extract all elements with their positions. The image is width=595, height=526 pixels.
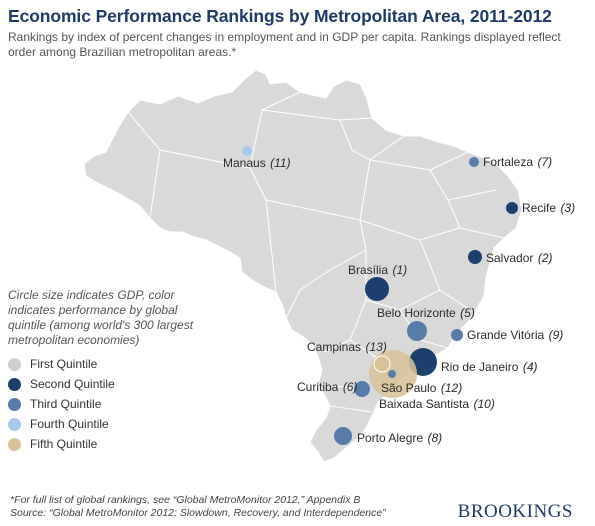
label-baixada-santista: Baixada Santista (10) [379, 395, 495, 412]
label-curitiba: Curitiba (6) [297, 378, 357, 395]
label-salvador: Salvador (2) [486, 249, 553, 266]
legend-item-fourth: Fourth Quintile [8, 414, 115, 434]
label-fortaleza: Fortaleza (7) [483, 153, 552, 170]
footnote-line: *For full list of global rankings, see “… [10, 494, 386, 507]
legend: First Quintile Second Quintile Third Qui… [8, 354, 115, 454]
marker-campinas [374, 356, 390, 372]
legend-label: First Quintile [30, 357, 97, 371]
label-sao-paulo: São Paulo (12) [381, 379, 462, 396]
legend-note: Circle size indicates GDP, color indicat… [8, 288, 208, 348]
footnote: *For full list of global rankings, see “… [10, 494, 386, 520]
marker-manaus [242, 146, 252, 156]
marker-baixada-santista [388, 370, 396, 378]
label-porto-alegre: Porto Alegre (8) [357, 429, 442, 446]
marker-salvador [468, 250, 482, 264]
label-rio-de-janeiro: Rio de Janeiro (4) [441, 358, 538, 375]
legend-item-fifth: Fifth Quintile [8, 434, 115, 454]
legend-item-third: Third Quintile [8, 394, 115, 414]
marker-grande-vitoria [451, 329, 463, 341]
legend-swatch [8, 398, 21, 411]
legend-label: Fifth Quintile [30, 437, 97, 451]
label-manaus: Manaus (11) [223, 154, 291, 171]
marker-brasilia [365, 277, 389, 301]
label-belo-horizonte: Belo Horizonte (5) [377, 304, 475, 321]
marker-porto-alegre [334, 427, 352, 445]
legend-label: Fourth Quintile [30, 417, 109, 431]
legend-swatch [8, 438, 21, 451]
label-brasilia: Brasília (1) [348, 261, 407, 278]
source-line: Source: “Global MetroMonitor 2012: Slowd… [10, 507, 386, 520]
marker-belo-horizonte [407, 321, 427, 341]
label-campinas: Campinas (13) [307, 338, 387, 355]
label-grande-vitoria: Grande Vitória (9) [467, 326, 563, 343]
legend-swatch [8, 418, 21, 431]
brookings-logo: BROOKINGS [458, 501, 573, 523]
legend-item-second: Second Quintile [8, 374, 115, 394]
legend-item-first: First Quintile [8, 354, 115, 374]
marker-recife [506, 202, 518, 214]
legend-label: Third Quintile [30, 397, 101, 411]
legend-label: Second Quintile [30, 377, 115, 391]
legend-swatch [8, 358, 21, 371]
label-recife: Recife (3) [522, 199, 575, 216]
legend-swatch [8, 378, 21, 391]
marker-fortaleza [469, 157, 479, 167]
